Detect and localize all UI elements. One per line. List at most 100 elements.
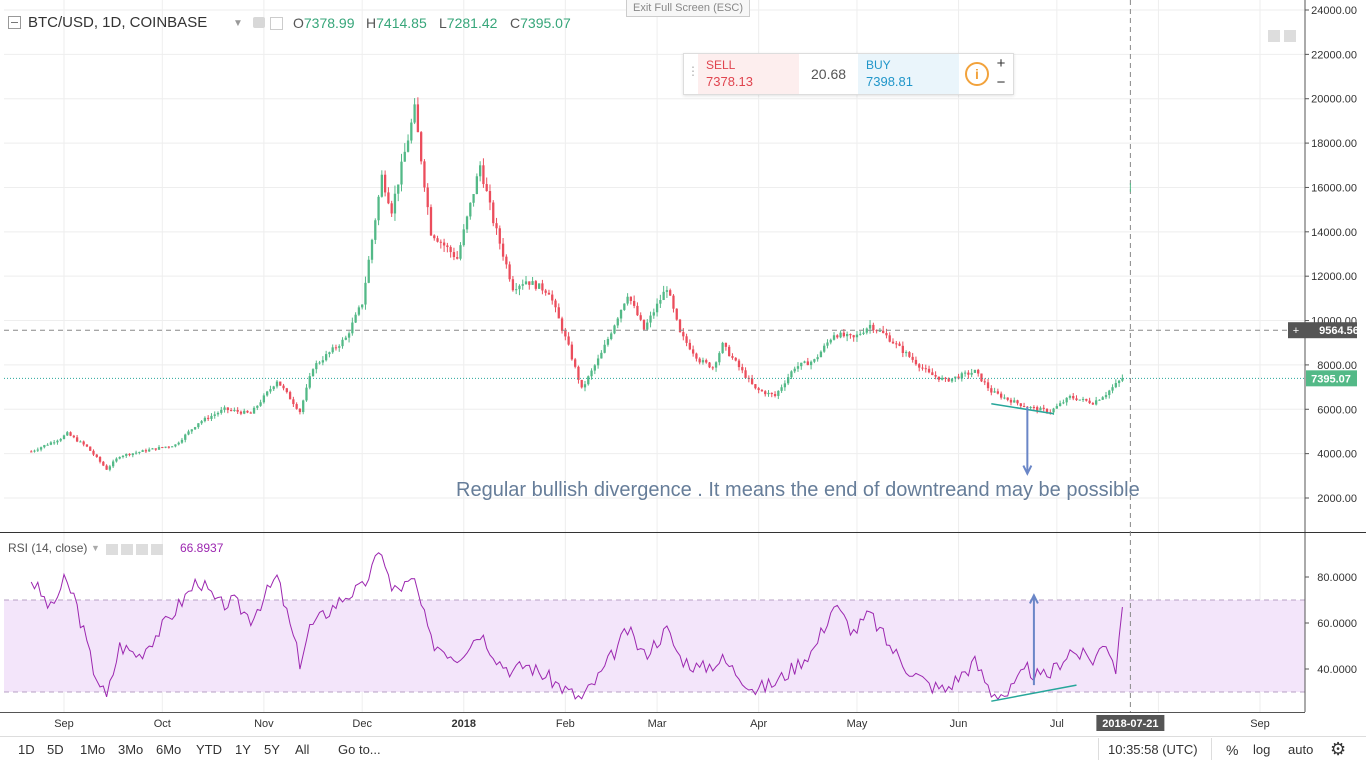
candle-body [1114, 383, 1117, 388]
range-button-6mo[interactable]: 6Mo [156, 742, 182, 757]
auto-toggle[interactable]: auto [1288, 742, 1314, 757]
candle-body [275, 381, 279, 387]
info-icon[interactable]: i [965, 62, 989, 86]
percent-toggle[interactable]: % [1226, 742, 1239, 758]
candle-body [950, 378, 954, 382]
range-button-5d[interactable]: 5D [47, 742, 64, 757]
candle-body [1058, 403, 1062, 407]
candle-body [315, 363, 318, 370]
candle-body [357, 307, 361, 315]
candle-body [105, 465, 108, 470]
candle-body [564, 330, 567, 337]
candle-body [380, 174, 383, 197]
candle-body [783, 383, 787, 388]
candle-body [1016, 400, 1019, 404]
candle-body [610, 333, 613, 340]
candle-body [367, 259, 370, 283]
plus-icon[interactable] [136, 544, 148, 555]
ohlc-high: H7414.85 [366, 15, 427, 31]
candle-body [518, 285, 521, 290]
x-tick-label: Sep [1250, 718, 1270, 730]
candle-body [993, 391, 996, 393]
close-icon[interactable] [151, 544, 163, 555]
range-button-ytd[interactable]: YTD [196, 742, 222, 757]
rsi-label[interactable]: RSI (14, close) [8, 541, 88, 555]
candle-body [757, 388, 760, 391]
candle-body [557, 307, 560, 319]
candle-body [302, 400, 305, 413]
collapse-icon[interactable] [8, 16, 21, 29]
symbol-title[interactable]: BTC/USD, 1D, COINBASE [28, 14, 208, 31]
settings-icon[interactable] [121, 544, 133, 555]
gear-icon[interactable]: ⚙ [1330, 739, 1347, 759]
eye-icon[interactable] [253, 17, 265, 28]
candle-body [888, 335, 891, 342]
candle-body [269, 389, 272, 392]
candle-body [1095, 400, 1098, 405]
eye-icon[interactable] [106, 544, 118, 555]
settings-icon[interactable] [270, 17, 283, 30]
minus-button[interactable]: − [996, 74, 1006, 91]
candle-body [908, 352, 911, 357]
candle-body [711, 367, 714, 369]
candle-body [698, 358, 701, 363]
candle-body [446, 245, 449, 248]
candle-body [662, 291, 665, 301]
range-button-5y[interactable]: 5Y [264, 742, 280, 757]
x-tick-label: Mar [648, 718, 667, 730]
ohlc-close: C7395.07 [510, 15, 571, 31]
arrange-icon[interactable] [1268, 30, 1280, 42]
chevron-down-icon[interactable]: ▼ [233, 18, 243, 29]
candle-body [233, 410, 236, 412]
candle-body [207, 417, 210, 419]
candle-body [829, 339, 832, 343]
candle-body [983, 381, 986, 383]
range-button-1y[interactable]: 1Y [235, 742, 251, 757]
candle-body [1013, 400, 1016, 403]
candle-body [852, 335, 855, 338]
candle-body [750, 378, 754, 385]
candle-body [767, 392, 770, 395]
candle-body [400, 161, 403, 185]
candle-body [1009, 399, 1013, 403]
crosshair-price-label: 9564.56 [1319, 325, 1359, 337]
range-button-3mo[interactable]: 3Mo [118, 742, 144, 757]
candle-body [1055, 406, 1058, 409]
goto-button[interactable]: Go to... [338, 742, 381, 757]
candle-body [957, 376, 960, 379]
exit-fullscreen-button[interactable]: Exit Full Screen (ESC) [626, 0, 750, 17]
candle-body [705, 360, 708, 363]
candle-body [279, 381, 282, 386]
candle-body [554, 300, 557, 308]
candle-body [403, 151, 406, 162]
candle-body [816, 357, 819, 360]
candle-body [184, 434, 187, 440]
candle-body [616, 318, 619, 326]
candle-body [787, 377, 790, 384]
plus-button[interactable]: + [996, 55, 1006, 72]
candle-body [629, 296, 633, 301]
candle-body [695, 353, 698, 359]
candle-body [282, 385, 285, 389]
maximize-icon[interactable] [1284, 30, 1296, 42]
sell-button[interactable]: SELL 7378.13 [698, 54, 799, 94]
candle-body [967, 372, 970, 375]
log-toggle[interactable]: log [1253, 742, 1271, 757]
candle-body [623, 303, 626, 310]
candle-body [102, 461, 105, 466]
candle-body [361, 304, 364, 308]
candle-body [619, 309, 623, 319]
candle-body [1117, 380, 1121, 384]
candle-body [728, 346, 731, 357]
candle-body [741, 367, 744, 371]
range-button-1mo[interactable]: 1Mo [80, 742, 106, 757]
range-button-all[interactable]: All [295, 742, 310, 757]
candle-body [226, 407, 229, 411]
candle-body [141, 450, 144, 452]
up-arrow-head [1029, 593, 1039, 604]
chevron-down-icon[interactable]: ▼ [91, 543, 100, 553]
range-button-1d[interactable]: 1D [18, 742, 35, 757]
candle-body [724, 342, 728, 347]
buy-button[interactable]: BUY 7398.81 [858, 54, 959, 94]
